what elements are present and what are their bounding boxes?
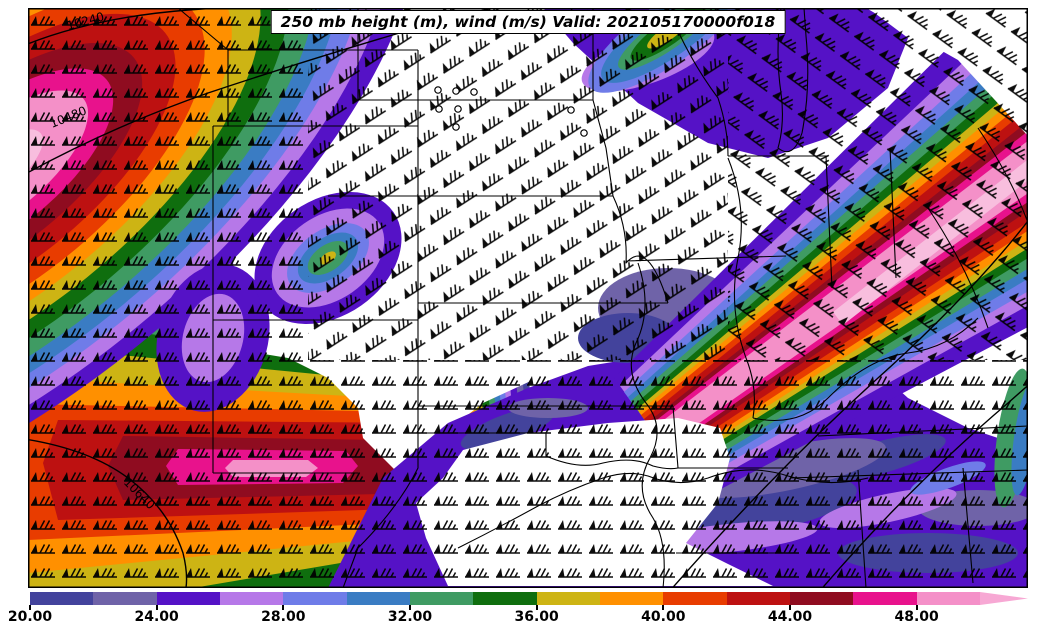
- colorbar-segment: [789, 592, 854, 605]
- map-border: [28, 8, 1028, 588]
- colorbar-segment: [409, 592, 474, 605]
- colorbar-tick: [409, 605, 411, 610]
- colorbar-tick-label: 28.00: [261, 609, 306, 625]
- colorbar-tick: [155, 605, 158, 610]
- colorbar-segment: [536, 592, 600, 605]
- map-title: 250 mb height (m), wind (m/s) Valid: 202…: [270, 10, 786, 34]
- colorbar-tick-label: 32.00: [387, 609, 433, 625]
- colorbar-segment: [853, 592, 917, 605]
- colorbar-tick-label: 20.00: [7, 609, 53, 625]
- map-canvas: 10240 10480 10640: [28, 8, 1028, 588]
- calm-station-circles: [434, 86, 588, 137]
- colorbar-tick: [29, 605, 31, 610]
- colorbar-tick: [282, 605, 285, 610]
- colorbar-segment: [346, 592, 410, 605]
- wind-barb-field: [28, 8, 1028, 588]
- colorbar-tick-label: 24.00: [134, 609, 179, 625]
- colorbar-segment: [599, 592, 664, 605]
- colorbar-segment: [283, 592, 347, 605]
- colorbar-segment: [663, 592, 727, 605]
- colorbar-segment: [156, 592, 220, 605]
- colorbar-segment: [93, 592, 157, 605]
- colorbar-segment: [30, 592, 94, 605]
- colorbar-tick: [915, 605, 918, 610]
- colorbar-tick: [535, 605, 538, 610]
- colorbar-segment: [726, 592, 790, 605]
- colorbar-tick-label: 48.00: [894, 609, 939, 625]
- colorbar-tick-label: 44.00: [767, 609, 813, 625]
- colorbar-segment: [473, 592, 537, 605]
- colorbar-over-arrow: [980, 592, 1028, 605]
- map-area: 10240 10480 10640 250 mb height (m), win…: [28, 8, 1028, 588]
- colorbar-segments: [30, 592, 980, 605]
- colorbar-tick: [662, 605, 665, 610]
- colorbar-tick-label: 36.00: [514, 609, 559, 625]
- colorbar-tick: [789, 605, 791, 610]
- colorbar-tick-label: 40.00: [641, 609, 686, 625]
- colorbar-segment: [219, 592, 284, 605]
- colorbar-segment: [916, 592, 980, 605]
- colorbar: 20.00 24.00 28.00 32.00 36.00 40.00 44.00 48.00: [8, 592, 1030, 630]
